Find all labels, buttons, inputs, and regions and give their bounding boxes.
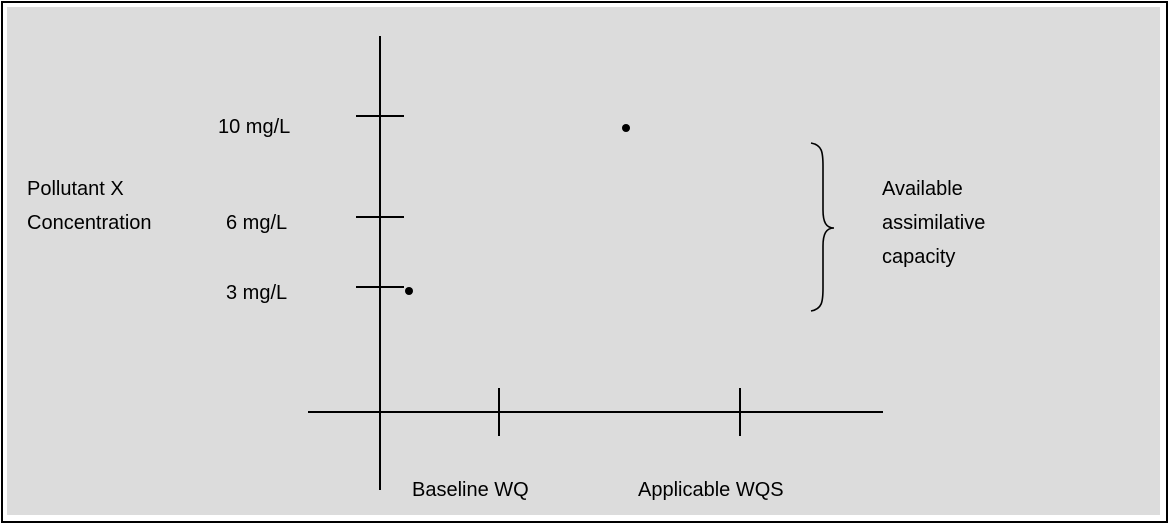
y-tick-label-10: 10 mg/L — [218, 116, 291, 138]
diagram-background — [7, 7, 1160, 515]
capacity-annotation-line-1: Available — [882, 178, 963, 200]
point-baseline — [405, 287, 413, 295]
capacity-brace — [810, 142, 835, 312]
y-axis-title: Pollutant X Concentration — [27, 172, 152, 240]
capacity-annotation-line-3: capacity — [882, 246, 956, 268]
capacity-annotation-line-2: assimilative — [882, 212, 986, 234]
x-label-baseline: Baseline WQ — [412, 479, 529, 501]
point-applicable — [622, 124, 630, 132]
y-axis-title-line-1: Pollutant X — [27, 178, 124, 200]
y-tick-label-3: 3 mg/L — [226, 282, 288, 304]
capacity-annotation: Available assimilative capacity — [882, 172, 985, 274]
y-tick-label-6: 6 mg/L — [226, 212, 288, 234]
y-axis-title-line-2: Concentration — [27, 212, 152, 234]
x-label-applicable: Applicable WQS — [638, 479, 784, 501]
